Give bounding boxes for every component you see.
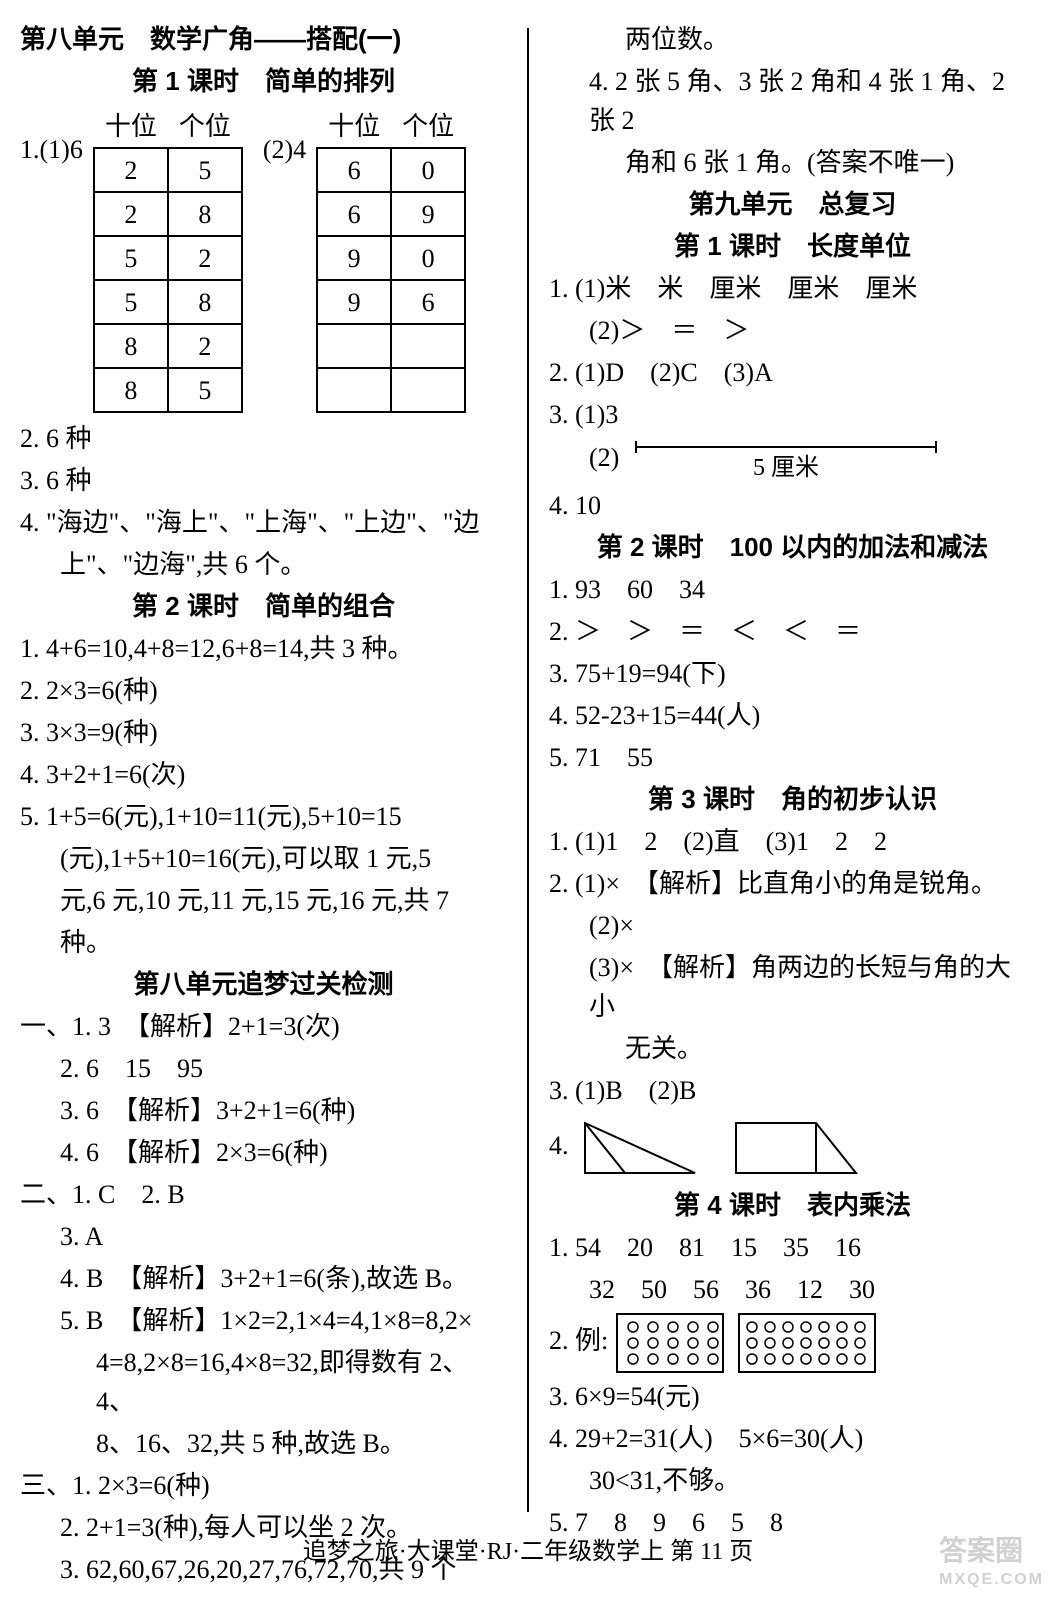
l2-5c: 元,6 元,10 元,11 元,15 元,16 元,共 7 [20, 881, 507, 920]
u9-l3-3: 3. (1)B (2)B [549, 1071, 1036, 1110]
u9-l2-4: 4. 52-23+15=44(人) [549, 696, 1036, 735]
p1-2: 2. 6 15 95 [20, 1049, 507, 1088]
l1-q2: 2. 6 种 [20, 419, 507, 458]
p1-1: 一、1. 3 【解析】2+1=3(次) [20, 1007, 507, 1046]
p3-4a: 4. 2 张 5 角、3 张 2 角和 4 张 1 角、2 张 2 [549, 62, 1036, 140]
u9-l4-3: 3. 6×9=54(元) [549, 1377, 1036, 1416]
p2-5a: 5. B 【解析】1×2=2,1×4=4,1×8=8,2× [20, 1301, 507, 1340]
l2-4: 4. 3+2+1=6(次) [20, 755, 507, 794]
p1-4: 4. 6 【解析】2×3=6(种) [20, 1133, 507, 1172]
u9-l3-1: 1. (1)1 2 (2)直 (3)1 2 2 [549, 822, 1036, 861]
u9-l3-2b: (2)× [549, 906, 1036, 945]
q1-prefix-2: (2)4 [247, 104, 306, 169]
q1-prefix-1: 1.(1)6 [20, 104, 83, 169]
l1-q4a: 4. "海边"、"海上"、"上海"、"上边"、"边 [20, 503, 507, 542]
l2-5a: 5. 1+5=6(元),1+10=11(元),5+10=15 [20, 797, 507, 836]
p3-1: 三、1. 2×3=6(种) [20, 1466, 507, 1505]
u9-l4-1b: 32 50 56 36 12 30 [549, 1270, 1036, 1309]
u9-l2-5: 5. 71 55 [549, 738, 1036, 777]
unit9-title: 第九单元 总复习 [549, 185, 1036, 224]
right-column: 两位数。 4. 2 张 5 角、3 张 2 角和 4 张 1 角、2 张 2 角… [529, 0, 1056, 1530]
p2-4: 4. B 【解析】3+2+1=6(条),故选 B。 [20, 1259, 507, 1298]
u9-l1-title: 第 1 课时 长度单位 [549, 227, 1036, 266]
u9-l2-title: 第 2 课时 100 以内的加法和减法 [549, 528, 1036, 567]
u9-l1-3b: (2) 5 厘米 [549, 437, 1036, 483]
u9-l1-2: 2. (1)D (2)C (3)A [549, 353, 1036, 392]
watermark: 答案圈 MXQE.COM [939, 1530, 1044, 1592]
dot-box-1-icon [615, 1312, 725, 1374]
lesson2-title: 第 2 课时 简单的组合 [20, 587, 507, 626]
u9-l4-2: 2. 例: [549, 1312, 1036, 1374]
l1-q4b: 上"、"边海",共 6 个。 [20, 545, 507, 584]
p2-5c: 8、16、32,共 5 种,故选 B。 [20, 1424, 507, 1463]
u9-l3-2a: 2. (1)× 【解析】比直角小的角是锐角。 [549, 864, 1036, 903]
left-column: 第八单元 数学广角——搭配(一) 第 1 课时 简单的排列 1.(1)6 十位个… [0, 0, 527, 1530]
l2-2: 2. 2×3=6(种) [20, 671, 507, 710]
u9-l3-4: 4. [549, 1113, 1036, 1183]
u9-l1-4: 4. 10 [549, 486, 1036, 525]
watermark-sub: MXQE.COM [939, 1568, 1044, 1592]
u9-l2-1: 1. 93 60 34 [549, 570, 1036, 609]
p3-4b: 角和 6 张 1 角。(答案不唯一) [549, 143, 1036, 182]
p2-1: 二、1. C 2. B [20, 1175, 507, 1214]
p3-3b: 两位数。 [549, 20, 1036, 59]
u9-l1-1b: (2)＞ ＝ ＞ [549, 311, 1036, 350]
u9-l3-title: 第 3 课时 角的初步认识 [549, 780, 1036, 819]
u9-l1-1: 1. (1)米 米 厘米 厘米 厘米 [549, 269, 1036, 308]
p2-3: 3. A [20, 1217, 507, 1256]
l2-1: 1. 4+6=10,4+8=12,6+8=14,共 3 种。 [20, 629, 507, 668]
l1-q3: 3. 6 种 [20, 461, 507, 500]
u9-l2-2: 2. ＞ ＞ ＝ ＜ ＜ ＝ [549, 612, 1036, 651]
segment-label: 5 厘米 [753, 454, 819, 481]
unit8-title: 第八单元 数学广角——搭配(一) [20, 20, 507, 59]
u9-l2-3: 3. 75+19=94(下) [549, 654, 1036, 693]
u9-l4-1a: 1. 54 20 81 15 35 16 [549, 1228, 1036, 1267]
u9-l1-3a: 3. (1)3 [549, 395, 1036, 434]
u9-l3-2d: 无关。 [549, 1029, 1036, 1068]
l2-3: 3. 3×3=9(种) [20, 713, 507, 752]
watermark-main: 答案圈 [939, 1530, 1044, 1572]
trapezoid-shape-icon [726, 1113, 866, 1183]
l2-5d: 种。 [20, 923, 507, 962]
lesson1-title: 第 1 课时 简单的排列 [20, 62, 507, 101]
u9-l3-2c: (3)× 【解析】角两边的长短与角的大小 [549, 948, 1036, 1026]
segment-5cm-icon: 5 厘米 [626, 437, 946, 483]
table1: 十位个位 25 28 52 58 82 85 [93, 106, 243, 413]
table2: 十位个位 60 69 90 96 [316, 106, 466, 413]
u9-l4-4a: 4. 29+2=31(人) 5×6=30(人) [549, 1419, 1036, 1458]
triangle-shape-icon [575, 1113, 705, 1183]
p1-3: 3. 6 【解析】3+2+1=6(种) [20, 1091, 507, 1130]
u9-l4-4b: 30<31,不够。 [549, 1461, 1036, 1500]
dot-box-2-icon [737, 1312, 877, 1374]
unit8-test-title: 第八单元追梦过关检测 [20, 965, 507, 1004]
l2-5b: (元),1+5+10=16(元),可以取 1 元,5 [20, 839, 507, 878]
p2-5b: 4=8,2×8=16,4×8=32,即得数有 2、4、 [20, 1343, 507, 1421]
u9-l4-title: 第 4 课时 表内乘法 [549, 1186, 1036, 1225]
q1-tables: 1.(1)6 十位个位 25 28 52 58 82 85 (2)4 十位个位 … [20, 104, 507, 419]
